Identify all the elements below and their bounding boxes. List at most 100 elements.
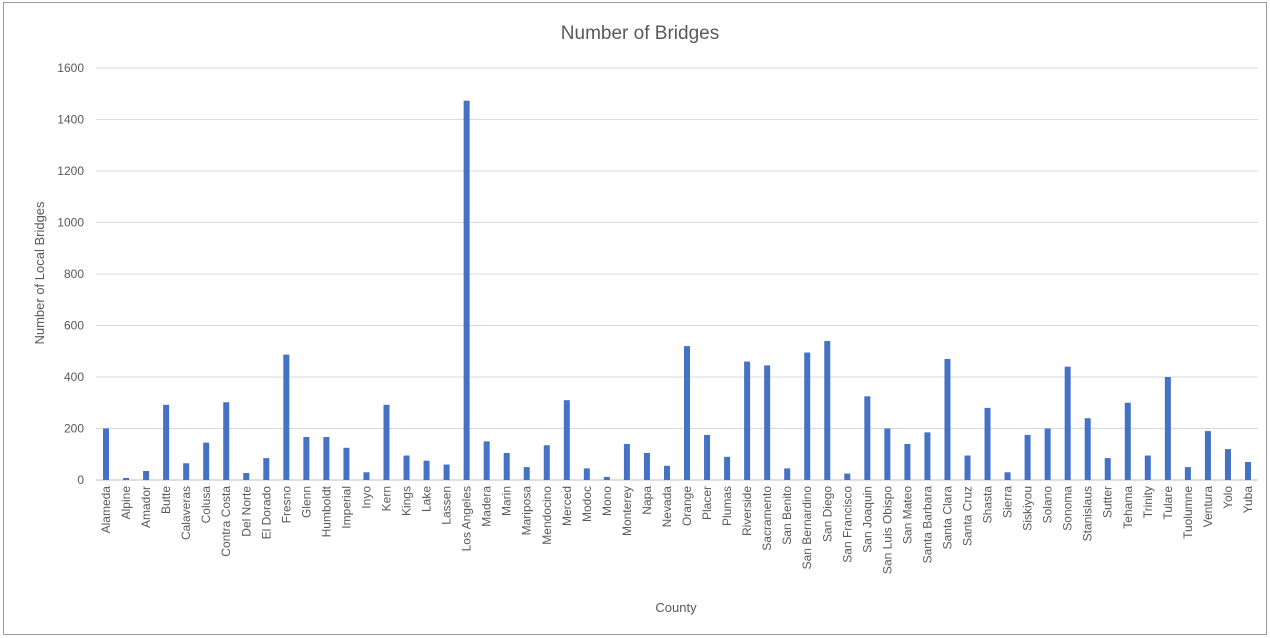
x-category-label: Marin [500,486,514,516]
bar [543,445,550,480]
x-category-label: Placer [700,486,714,520]
bar [623,443,630,480]
x-category-label: Mono [600,486,614,516]
chart-title: Number of Bridges [561,23,719,44]
y-tick-label: 1200 [57,164,84,178]
x-category-label: Imperial [339,486,353,529]
bar [363,472,370,480]
x-category-label: El Dorado [259,486,273,540]
bar [283,354,290,480]
bar [904,443,911,480]
bar [1024,434,1031,480]
bar [443,464,450,480]
x-category-label: Riverside [740,486,754,536]
x-category-label: Mariposa [520,486,534,536]
bar [724,456,731,480]
x-category-label: Solano [1041,486,1055,524]
bar [243,473,250,480]
bar [383,404,390,480]
bar [804,352,811,480]
y-tick-labels: 0 200 400 600 800 1000 1200 1400 1600 [57,61,84,487]
x-category-label: Napa [640,486,654,515]
bar [323,436,330,480]
x-category-label: Lassen [440,486,454,525]
bar [583,468,590,480]
bar [924,432,931,480]
y-tick-label: 400 [64,370,84,384]
bar [403,455,410,480]
x-category-label: Alameda [99,486,113,534]
bar [1224,449,1231,480]
y-tick-label: 0 [77,473,84,487]
x-category-label: Inyo [359,486,373,509]
bar-chart: 0 200 400 600 800 1000 1200 1400 1600 Alameda Alp… [32,23,1258,615]
x-category-label: Mendocino [540,486,554,545]
gridlines [96,67,1258,481]
bar [1104,458,1111,480]
x-category-label: Madera [480,486,494,527]
x-category-label: Tulare [1161,486,1175,520]
y-tick-label: 1600 [57,61,84,75]
bar [603,476,610,480]
bar [183,463,190,480]
bar [143,470,150,480]
bar [1144,455,1151,480]
bar [523,467,530,480]
x-category-label: San Joaquin [860,486,874,553]
bar [503,452,510,480]
bar [984,407,991,480]
bar [643,452,650,480]
bar [684,346,691,480]
bar [1084,418,1091,480]
bar [1164,377,1171,480]
x-category-label: Santa Clara [940,486,954,550]
bar [263,458,270,480]
x-category-label: San Diego [820,486,834,542]
bar [423,460,430,480]
x-category-label: Sutter [1101,486,1115,518]
x-category-label: San Benito [780,486,794,545]
y-tick-label: 1000 [57,216,84,230]
bar [103,428,110,480]
x-category-label: Santa Cruz [961,486,975,546]
x-category-label: Humboldt [319,485,333,537]
x-category-label: Yolo [1221,486,1235,509]
bar [223,402,230,480]
x-axis-title: County [655,600,697,615]
x-category-label: Fresno [279,486,293,524]
x-category-label: Nevada [660,486,674,528]
bar [303,436,310,480]
x-category-label: Merced [560,486,574,526]
y-tick-label: 800 [64,267,84,281]
bar [203,442,210,480]
x-category-label: Monterey [620,486,634,536]
bar [844,473,851,480]
y-tick-label: 200 [64,422,84,436]
x-category-label: Contra Costa [219,486,233,557]
bar [1064,366,1071,480]
x-category-label: Glenn [299,486,313,518]
bar [463,100,470,480]
x-category-label: Kern [380,486,394,511]
x-category-label: Modoc [580,486,594,522]
bar [744,361,751,480]
bar [663,465,670,480]
bar [824,340,831,480]
x-category-label: Sierra [1001,486,1015,518]
x-category-label: Ventura [1201,486,1215,528]
x-category-label: Kings [400,486,414,516]
x-category-label: San Mateo [900,486,914,544]
x-category-label: Calaveras [179,486,193,540]
x-category-label: Del Norte [239,486,253,537]
bar [1004,472,1011,480]
bars [103,100,1251,480]
x-category-label: Plumas [720,486,734,526]
y-tick-label: 600 [64,319,84,333]
y-tick-label: 1400 [57,113,84,127]
bar [1184,467,1191,480]
bar [864,396,871,480]
x-category-label: San Bernardino [800,486,814,570]
x-category-label: Colusa [199,486,213,524]
bar [764,365,771,480]
bar [1244,461,1251,480]
